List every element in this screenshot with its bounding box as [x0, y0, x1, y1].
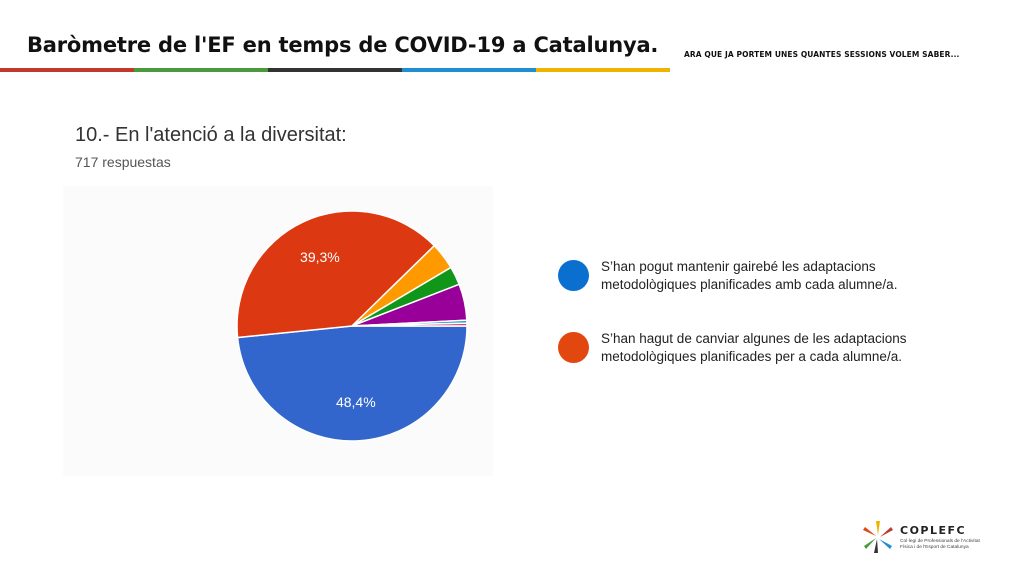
pie-data-label-1: 39,3%: [300, 249, 340, 265]
logo-name: COPLEFC: [900, 524, 967, 537]
color-bar-segment-green: [134, 68, 268, 72]
header-color-bar: [0, 68, 670, 72]
legend-item[interactable]: S’han hagut de canviar algunes de les ad…: [558, 330, 978, 378]
pie-slice-6[interactable]: [351, 322, 468, 327]
chart-legend: S’han pogut mantenir gairebé les adaptac…: [558, 258, 978, 402]
header-title: Baròmetre de l'EF en temps de COVID-19 a…: [27, 33, 659, 57]
color-bar-segment-red: [0, 68, 134, 72]
header-subtitle: ARA QUE JA PORTEM UNES QUANTES SESSIONS …: [684, 50, 960, 59]
color-bar-segment-yellow: [536, 68, 670, 72]
legend-label: S’han hagut de canviar algunes de les ad…: [601, 331, 907, 364]
chart-response-count: 717 respuestas: [75, 154, 171, 170]
coplefc-logo: COPLEFC Col·legi de Professionals de l'A…: [862, 518, 1002, 558]
pie-data-label-0: 48,4%: [336, 394, 376, 410]
color-bar-segment-blue: [402, 68, 536, 72]
legend-label: S’han pogut mantenir gairebé les adaptac…: [601, 259, 898, 292]
logo-line-2: Física i de l'Esport de Catalunya: [900, 545, 969, 550]
chart-title: 10.- En l'atenció a la diversitat:: [75, 124, 347, 146]
star-logo-icon: [863, 521, 893, 553]
pie-slice-0[interactable]: [236, 325, 468, 442]
legend-dot-icon: [558, 332, 589, 363]
logo-line-1: Col·legi de Professionals de l'Activitat: [900, 539, 980, 544]
color-bar-segment-dark: [268, 68, 402, 72]
legend-dot-icon: [558, 260, 589, 291]
pie-slice-1[interactable]: [236, 210, 436, 339]
legend-item[interactable]: S’han pogut mantenir gairebé les adaptac…: [558, 258, 978, 306]
